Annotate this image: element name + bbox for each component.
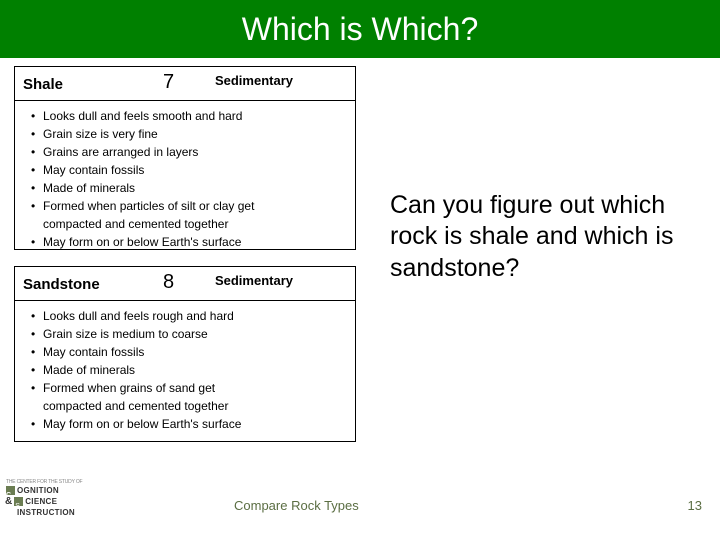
card-7-rock-name: Shale (23, 76, 63, 93)
logo-small-text: THE CENTER FOR THE STUDY OF (6, 480, 86, 485)
card-7-bullet: Looks dull and feels smooth and hard (43, 107, 347, 125)
logo-line-2: & S CIENCE (6, 496, 86, 507)
logo-box-icon: C (6, 486, 15, 495)
card-7-bullet: Made of minerals (43, 179, 347, 197)
logo-line-1: C OGNITION (6, 486, 86, 495)
institution-logo: THE CENTER FOR THE STUDY OF C OGNITION &… (6, 480, 86, 517)
card-8-bullet: May form on or below Earth's surface (43, 415, 347, 433)
logo-box-icon: S (14, 497, 23, 506)
card-8-body: Looks dull and feels rough and hard Grai… (15, 301, 355, 439)
card-7-bullet: May form on or below Earth's surface (43, 233, 347, 251)
card-8-header: Sandstone 8 Sedimentary (15, 267, 355, 301)
card-7-bullet: Grain size is very fine (43, 125, 347, 143)
card-8-bullet: Grain size is medium to coarse (43, 325, 347, 343)
card-7-bullet: Formed when particles of silt or clay ge… (43, 197, 347, 233)
card-7-bullet: May contain fossils (43, 161, 347, 179)
title-bar: Which is Which? (0, 0, 720, 58)
card-7-header: Shale 7 Sedimentary (15, 67, 355, 101)
prompt-question: Can you figure out which rock is shale a… (390, 190, 700, 284)
card-8-bullet: Looks dull and feels rough and hard (43, 307, 347, 325)
card-7-bullets: Looks dull and feels smooth and hard Gra… (23, 107, 347, 251)
card-8-bullet: May contain fossils (43, 343, 347, 361)
card-8-rock-type: Sedimentary (215, 273, 293, 288)
card-7-number: 7 (163, 71, 174, 94)
card-7-body: Looks dull and feels smooth and hard Gra… (15, 101, 355, 257)
card-8-number: 8 (163, 271, 174, 294)
card-7-bullet: Grains are arranged in layers (43, 143, 347, 161)
footer-label: Compare Rock Types (234, 498, 359, 513)
rock-card-7: Shale 7 Sedimentary Looks dull and feels… (14, 66, 356, 250)
page-number: 13 (688, 498, 702, 513)
card-8-rock-name: Sandstone (23, 276, 100, 293)
card-8-bullets: Looks dull and feels rough and hard Grai… (23, 307, 347, 433)
slide-title: Which is Which? (242, 11, 479, 48)
card-7-rock-type: Sedimentary (215, 73, 293, 88)
rock-card-8: Sandstone 8 Sedimentary Looks dull and f… (14, 266, 356, 442)
card-8-bullet: Formed when grains of sand getcompacted … (43, 379, 347, 415)
card-8-bullet: Made of minerals (43, 361, 347, 379)
